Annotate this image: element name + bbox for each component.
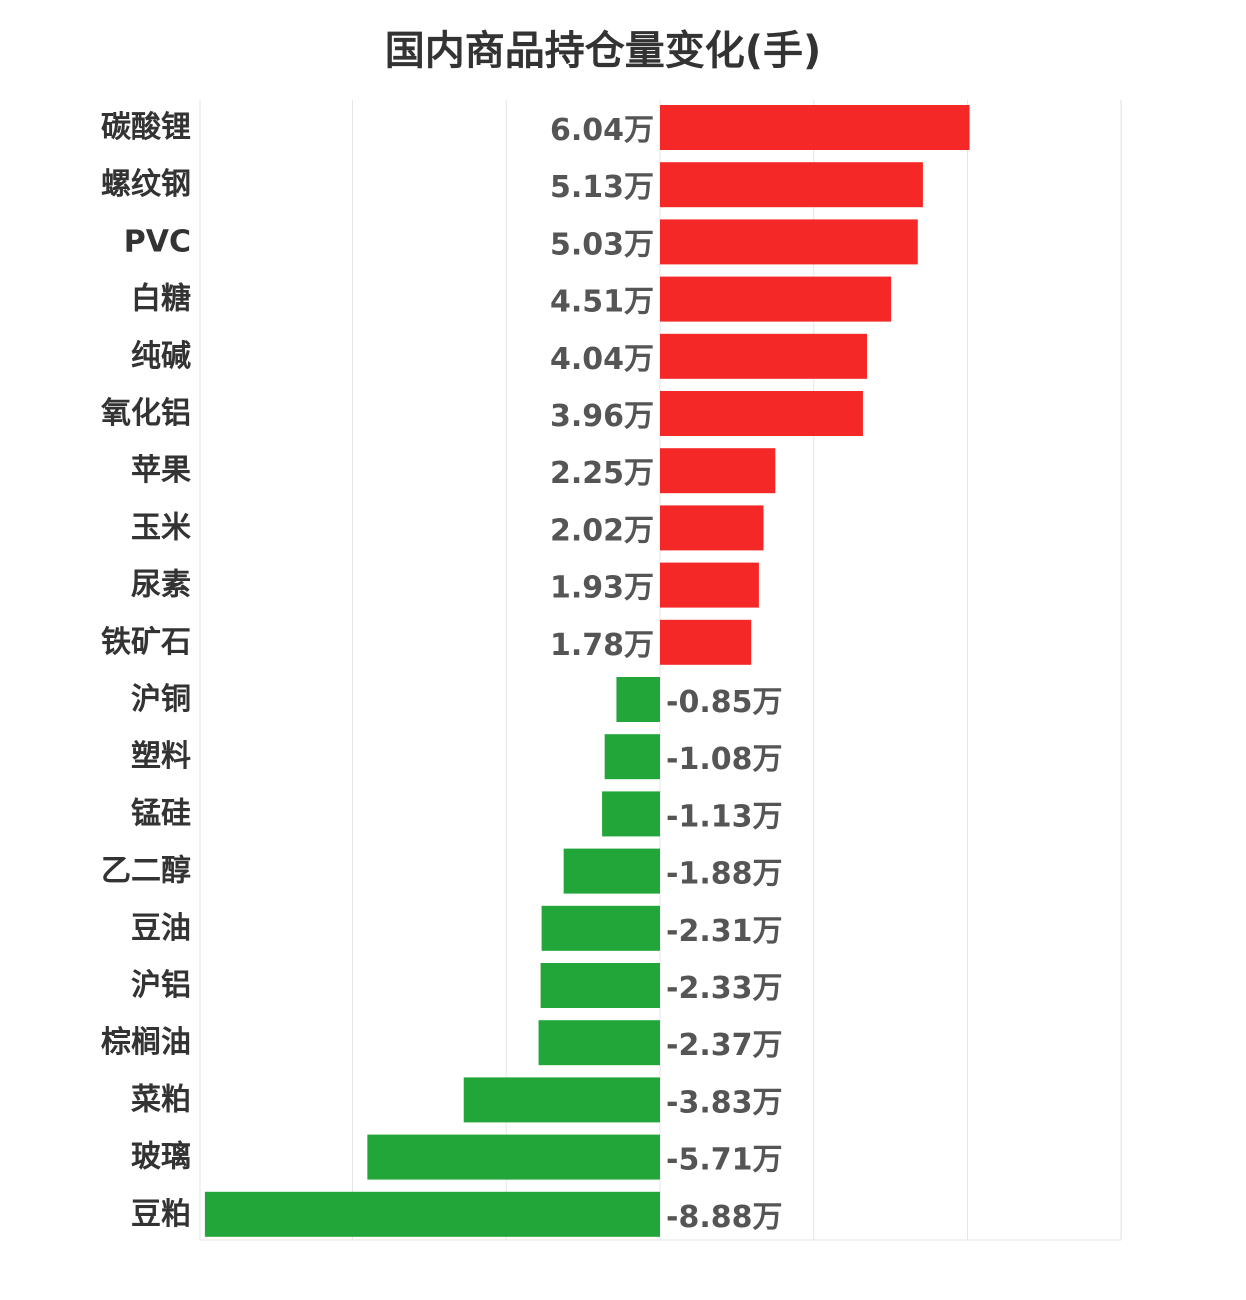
category-label: 尿素 <box>131 568 191 603</box>
data-label: -8.88万 <box>666 1200 782 1235</box>
data-label: 4.04万 <box>550 342 654 377</box>
bar-17 <box>463 1077 660 1123</box>
category-label: 玉米 <box>131 510 191 545</box>
data-label: -1.88万 <box>666 857 782 892</box>
data-label: -0.85万 <box>666 685 782 720</box>
category-label: 氧化铝 <box>101 396 191 431</box>
bar-16 <box>538 1020 660 1066</box>
category-label: 塑料 <box>131 739 191 774</box>
bars <box>204 105 970 1237</box>
category-label: PVC <box>124 224 191 259</box>
category-label: 乙二醇 <box>101 854 191 889</box>
category-label: 玻璃 <box>131 1140 191 1175</box>
bar-13 <box>563 848 660 894</box>
data-label: 1.93万 <box>550 571 654 606</box>
category-label: 铁矿石 <box>101 625 191 660</box>
data-label: 3.96万 <box>550 399 654 434</box>
category-label: 菜粕 <box>131 1082 191 1117</box>
bar-11 <box>604 734 660 780</box>
category-label: 纯碱 <box>131 339 191 374</box>
bar-1 <box>660 162 923 208</box>
data-label: 6.04万 <box>550 113 654 148</box>
bar-7 <box>660 505 764 551</box>
data-label: -1.08万 <box>666 742 782 777</box>
category-label: 螺纹钢 <box>101 167 191 202</box>
bar-18 <box>367 1134 660 1180</box>
data-label: -2.31万 <box>666 914 782 949</box>
data-label: 1.78万 <box>550 628 654 663</box>
bar-8 <box>660 562 759 608</box>
category-label: 白糖 <box>131 282 191 317</box>
data-labels: 6.04万 5.13万 5.03万 4.51万 4.04万 3.96万 2.25万 2.02万… <box>550 113 783 1235</box>
bar-15 <box>540 963 660 1008</box>
category-label: 苹果 <box>131 453 191 488</box>
data-label: 2.25万 <box>550 456 654 491</box>
bar-0 <box>660 105 970 150</box>
category-label: 沪铜 <box>131 682 191 717</box>
data-label: -1.13万 <box>666 799 782 834</box>
bar-5 <box>660 391 863 436</box>
data-label: 5.03万 <box>550 227 654 262</box>
chart-title: 国内商品持仓量变化(手) <box>384 28 822 74</box>
data-label: -3.83万 <box>666 1085 782 1120</box>
category-label: 豆粕 <box>131 1197 191 1232</box>
bar-2 <box>660 219 918 265</box>
data-label: 5.13万 <box>550 170 654 205</box>
data-label: -5.71万 <box>666 1143 782 1178</box>
category-label: 碳酸锂 <box>101 110 191 145</box>
bar-9 <box>660 619 752 665</box>
bar-19 <box>204 1191 660 1237</box>
data-label: -2.33万 <box>666 971 782 1006</box>
category-label: 豆油 <box>131 911 191 946</box>
grid-lines <box>199 100 1122 1241</box>
bar-14 <box>541 905 660 951</box>
category-label: 锰硅 <box>131 796 191 831</box>
bar-4 <box>660 333 868 379</box>
bar-6 <box>660 448 776 494</box>
bar-3 <box>660 276 892 322</box>
data-label: 4.51万 <box>550 285 654 320</box>
data-label: 2.02万 <box>550 513 654 548</box>
bar-10 <box>616 677 660 722</box>
category-label: 沪铝 <box>131 968 191 1003</box>
category-label: 棕榈油 <box>101 1025 191 1060</box>
data-label: -2.37万 <box>666 1028 782 1063</box>
bar-12 <box>602 791 660 837</box>
